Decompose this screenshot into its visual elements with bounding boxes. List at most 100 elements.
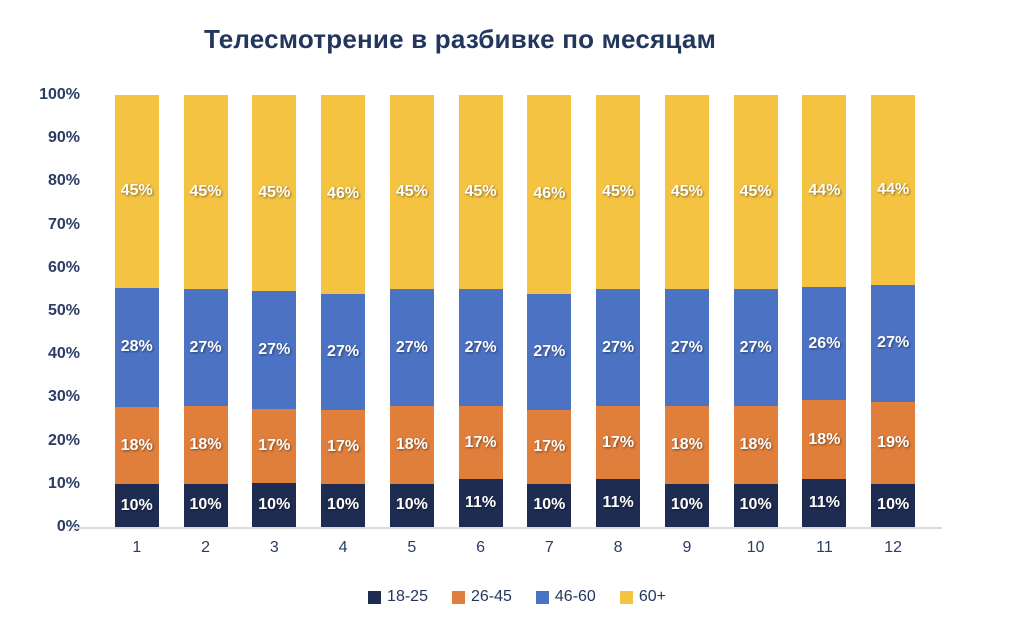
bar-segment-26-45: 18% xyxy=(114,407,159,485)
y-axis-tick-label: 100% xyxy=(39,86,80,103)
data-label: 45% xyxy=(464,183,497,201)
x-axis-tick-label: 6 xyxy=(476,539,486,556)
legend-label: 26-45 xyxy=(470,588,512,605)
x-axis-tick-label: 9 xyxy=(682,539,692,556)
data-label: 10% xyxy=(877,496,910,514)
data-label: 27% xyxy=(739,338,772,356)
bar-segment-26-45: 18% xyxy=(664,406,709,484)
bar-segment-26-45: 17% xyxy=(458,406,503,480)
x-axis-tick-label: 2 xyxy=(201,539,210,556)
bar-segment-18-25: 11% xyxy=(458,479,503,527)
stacked-bar-month-1: 10% 18% 28% 45% xyxy=(114,95,159,527)
bar-segment-60+: 45% xyxy=(183,95,228,290)
x-axis-tick-label: 4 xyxy=(338,539,348,556)
bar-segment-60+: 46% xyxy=(527,95,572,294)
data-label: 11% xyxy=(808,494,840,511)
data-label: 26% xyxy=(808,334,841,352)
bar-segment-26-45: 17% xyxy=(596,406,641,480)
data-label: 18% xyxy=(189,435,222,453)
legend-swatch-icon xyxy=(535,590,549,604)
bar-segment-46-60: 27% xyxy=(527,293,572,411)
x-axis-tick-label: 3 xyxy=(269,539,279,556)
bar-segment-46-60: 27% xyxy=(733,289,778,407)
bar-segment-46-60: 27% xyxy=(252,291,297,410)
data-label: 18% xyxy=(670,435,703,453)
y-axis-tick-label: 0% xyxy=(56,518,80,535)
bar-segment-18-25: 10% xyxy=(183,483,228,527)
legend-swatch-icon xyxy=(368,590,382,604)
bar-segment-46-60: 26% xyxy=(802,287,847,401)
data-label: 10% xyxy=(258,496,291,514)
y-axis-tick-label: 50% xyxy=(47,302,80,319)
bar-segment-18-25: 10% xyxy=(321,483,366,527)
bar-segment-46-60: 27% xyxy=(321,293,366,411)
bar-segment-46-60: 28% xyxy=(114,287,159,408)
data-label: 17% xyxy=(533,438,566,456)
x-axis-tick-label: 11 xyxy=(816,539,833,556)
data-label: 27% xyxy=(395,338,428,356)
legend-label: 18-25 xyxy=(387,588,428,605)
x-axis-tick-label: 1 xyxy=(132,539,142,556)
legend-label: 60+ xyxy=(638,588,666,605)
data-label: 10% xyxy=(395,496,428,514)
bar-segment-46-60: 27% xyxy=(871,285,916,402)
legend-swatch-icon xyxy=(619,590,633,604)
legend-item-46-60: 46-60 xyxy=(535,588,596,606)
stacked-bar-month-6: 11% 17% 27% 45% xyxy=(458,95,503,527)
bar-segment-46-60: 27% xyxy=(458,289,503,407)
stacked-bar-month-11: 11% 18% 26% 44% xyxy=(802,95,847,527)
data-label: 19% xyxy=(877,433,910,451)
x-axis-tick-label: 10 xyxy=(746,539,765,556)
stacked-bar-month-8: 11% 17% 27% 45% xyxy=(596,95,641,527)
bar-segment-18-25: 11% xyxy=(802,479,847,527)
data-label: 45% xyxy=(670,183,703,201)
data-label: 27% xyxy=(877,334,910,352)
bar-segment-18-25: 10% xyxy=(871,483,916,527)
bar-segment-26-45: 18% xyxy=(389,406,434,484)
bar-segment-18-25: 10% xyxy=(664,483,709,527)
bar-segment-18-25: 10% xyxy=(527,483,572,527)
bar-segment-60+: 44% xyxy=(871,95,916,286)
data-label: 27% xyxy=(602,338,635,356)
y-axis-tick-label: 20% xyxy=(47,431,80,449)
bar-segment-26-45: 19% xyxy=(871,401,916,484)
data-label: 45% xyxy=(258,184,291,202)
stacked-bar-month-2: 10% 18% 27% 45% xyxy=(183,95,228,527)
data-label: 27% xyxy=(533,343,566,361)
data-label: 18% xyxy=(739,435,772,453)
bar-segment-60+: 46% xyxy=(321,95,366,294)
bar-segment-60+: 45% xyxy=(733,95,778,290)
bar-segment-46-60: 27% xyxy=(183,289,228,407)
stacked-bar-month-7: 10% 17% 27% 46% xyxy=(527,95,572,527)
legend-item-18-25: 18-25 xyxy=(368,588,428,606)
data-label: 10% xyxy=(670,496,703,514)
data-label: 17% xyxy=(327,438,360,456)
bar-segment-18-25: 10% xyxy=(114,484,159,527)
bar-segment-60+: 45% xyxy=(114,95,159,288)
plot-area: 10% 18% 28% 45% 10% 18% 27% 45% 10% 17% 27% 45% 10% 1… xyxy=(90,95,940,527)
data-label: 17% xyxy=(602,433,635,451)
x-axis: 1 2 3 4 5 6 7 8 9 10 11 12 xyxy=(90,539,940,561)
x-axis-line xyxy=(74,527,942,529)
x-axis-tick-label: 12 xyxy=(884,539,903,556)
x-axis-tick-label: 8 xyxy=(613,539,623,556)
data-label: 44% xyxy=(808,182,841,200)
y-axis-tick-label: 70% xyxy=(47,215,80,233)
data-label: 45% xyxy=(120,182,153,200)
bar-segment-26-45: 18% xyxy=(183,406,228,484)
stacked-bar-month-10: 10% 18% 27% 45% xyxy=(733,95,778,527)
bar-segment-18-25: 11% xyxy=(596,479,641,527)
bar-segment-18-25: 10% xyxy=(733,483,778,527)
data-label: 28% xyxy=(120,338,153,356)
bar-segment-26-45: 18% xyxy=(802,400,847,479)
data-label: 18% xyxy=(120,436,153,454)
bar-segment-46-60: 27% xyxy=(596,289,641,407)
bar-segment-46-60: 27% xyxy=(664,289,709,407)
data-label: 46% xyxy=(533,185,566,203)
data-label: 10% xyxy=(120,496,153,514)
data-label: 10% xyxy=(739,496,772,514)
stacked-bar-month-4: 10% 17% 27% 46% xyxy=(321,95,366,527)
bar-segment-26-45: 17% xyxy=(321,410,366,484)
legend-item-60+: 60+ xyxy=(619,588,666,606)
